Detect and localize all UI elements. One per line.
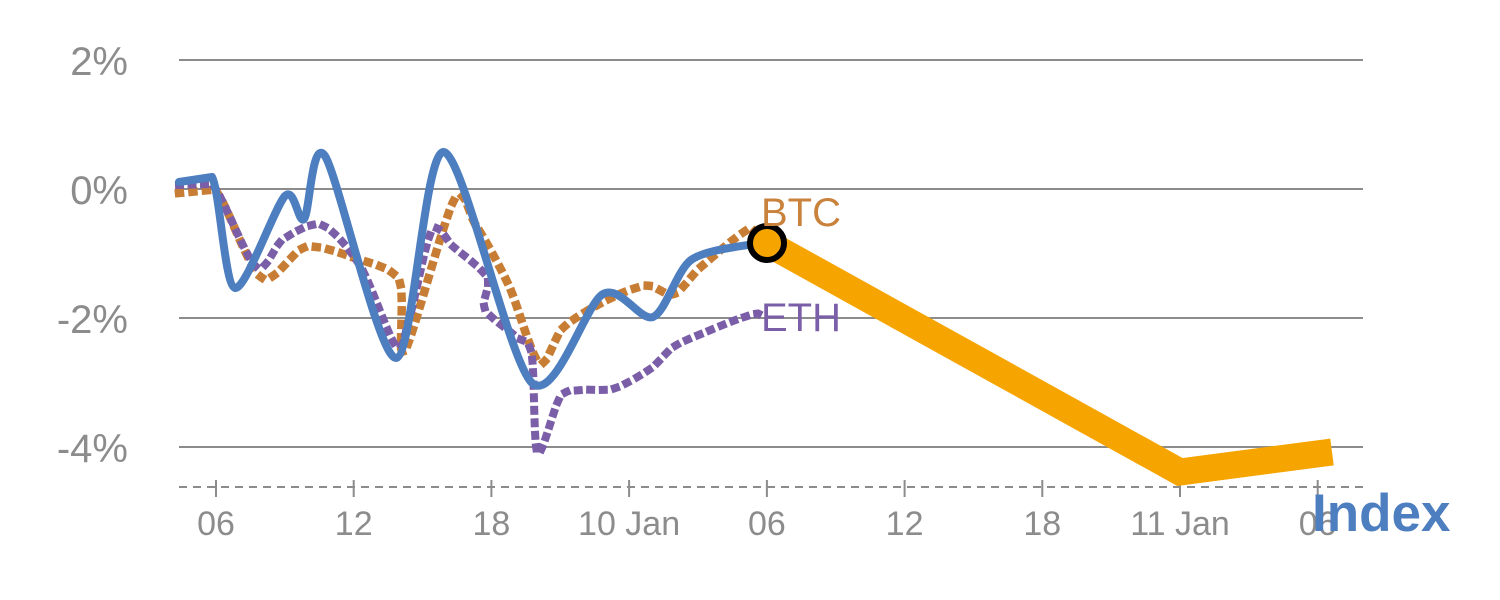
svg-text:-4%: -4% <box>57 427 128 471</box>
svg-text:BTC: BTC <box>761 191 841 235</box>
svg-text:18: 18 <box>1023 505 1061 543</box>
svg-text:06: 06 <box>748 505 786 543</box>
svg-text:18: 18 <box>472 505 510 543</box>
svg-text:06: 06 <box>197 505 235 543</box>
svg-text:-2%: -2% <box>57 298 128 342</box>
svg-text:0%: 0% <box>70 169 128 213</box>
svg-text:Index: Index <box>1312 484 1451 543</box>
svg-text:ETH: ETH <box>761 296 841 340</box>
svg-text:11 Jan: 11 Jan <box>1130 505 1230 543</box>
svg-text:10 Jan: 10 Jan <box>578 505 680 543</box>
svg-text:12: 12 <box>335 505 373 543</box>
svg-text:12: 12 <box>886 505 924 543</box>
svg-text:2%: 2% <box>70 40 128 84</box>
